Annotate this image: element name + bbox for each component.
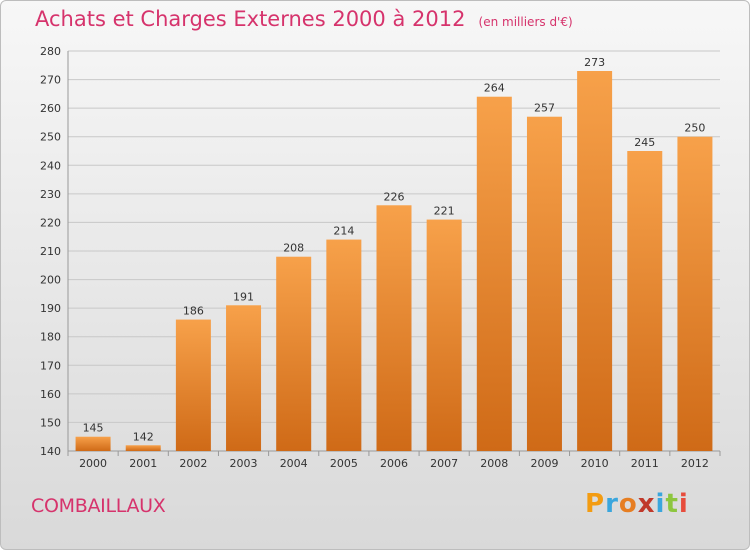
logo-letter: i bbox=[655, 489, 666, 519]
y-tick-label: 230 bbox=[40, 188, 61, 201]
y-tick-label: 140 bbox=[40, 445, 61, 458]
y-tick-label: 150 bbox=[40, 416, 61, 429]
value-label: 226 bbox=[384, 190, 405, 203]
logo-letter: i bbox=[678, 489, 689, 519]
y-tick-label: 170 bbox=[40, 359, 61, 372]
commune-name: COMBAILLAUX bbox=[31, 495, 166, 517]
bar-2008[interactable] bbox=[476, 96, 512, 451]
x-tick-label: 2009 bbox=[530, 457, 558, 470]
x-axis: 2000 2001 2002 2003 2004 2005 2006 2007 2008 2009… bbox=[67, 451, 721, 470]
value-label: 191 bbox=[233, 290, 254, 303]
x-tick-label: 2004 bbox=[280, 457, 308, 470]
value-labels: 145 142 186 191 208 214 226 221 264 257 273 245 250 bbox=[83, 56, 706, 443]
bar-2000[interactable] bbox=[75, 436, 111, 451]
bar-2002[interactable] bbox=[175, 319, 211, 451]
logo-letter: P bbox=[585, 489, 606, 519]
value-label: 257 bbox=[534, 102, 555, 115]
logo-letter: t bbox=[665, 489, 679, 519]
x-tick-label: 2007 bbox=[430, 457, 458, 470]
bar-2005[interactable] bbox=[326, 239, 362, 451]
x-tick-label: 2011 bbox=[631, 457, 659, 470]
bar-2009[interactable] bbox=[526, 116, 562, 451]
x-tick-label: 2012 bbox=[681, 457, 709, 470]
bar-2001[interactable] bbox=[125, 445, 161, 451]
x-tick-label: 2006 bbox=[380, 457, 408, 470]
x-tick-label: 2001 bbox=[129, 457, 157, 470]
value-label: 145 bbox=[83, 422, 104, 435]
value-label: 186 bbox=[183, 305, 204, 318]
bar-2011[interactable] bbox=[627, 151, 663, 451]
proxiti-logo[interactable]: Proxiti bbox=[585, 489, 689, 519]
title-row: Achats et Charges Externes 2000 à 2012 (… bbox=[35, 7, 573, 31]
x-tick-label: 2008 bbox=[480, 457, 508, 470]
bar-2012[interactable] bbox=[677, 136, 713, 451]
bar-2010[interactable] bbox=[577, 71, 613, 451]
y-tick-label: 160 bbox=[40, 388, 61, 401]
value-label: 214 bbox=[333, 225, 354, 238]
value-label: 264 bbox=[484, 82, 505, 95]
y-tick-label: 260 bbox=[40, 102, 61, 115]
bars bbox=[75, 71, 713, 451]
y-tick-label: 210 bbox=[40, 245, 61, 258]
y-tick-label: 180 bbox=[40, 331, 61, 344]
x-tick-label: 2000 bbox=[79, 457, 107, 470]
y-tick-label: 200 bbox=[40, 274, 61, 287]
logo-letter: r bbox=[605, 489, 619, 519]
chart-unit: (en milliers d'€) bbox=[478, 15, 573, 29]
x-tick-label: 2003 bbox=[230, 457, 258, 470]
x-tick-label: 2010 bbox=[581, 457, 609, 470]
value-label: 142 bbox=[133, 430, 154, 443]
y-tick-label: 280 bbox=[40, 45, 61, 58]
y-tick-label: 240 bbox=[40, 159, 61, 172]
logo-letter: o bbox=[618, 489, 638, 519]
bar-2003[interactable] bbox=[226, 305, 262, 451]
value-label: 245 bbox=[634, 136, 655, 149]
value-label: 208 bbox=[283, 242, 304, 255]
bar-2004[interactable] bbox=[276, 256, 312, 451]
y-tick-label: 220 bbox=[40, 216, 61, 229]
x-tick-label: 2002 bbox=[179, 457, 207, 470]
y-tick-label: 270 bbox=[40, 74, 61, 87]
value-label: 221 bbox=[434, 205, 455, 218]
bar-2006[interactable] bbox=[376, 205, 412, 451]
bar-2007[interactable] bbox=[426, 219, 462, 451]
chart-title: Achats et Charges Externes 2000 à 2012 bbox=[35, 7, 466, 31]
x-tick-label: 2005 bbox=[330, 457, 358, 470]
value-label: 250 bbox=[684, 122, 705, 135]
y-tick-label: 250 bbox=[40, 131, 61, 144]
value-label: 273 bbox=[584, 56, 605, 69]
logo-letter: x bbox=[637, 489, 656, 519]
y-tick-label: 190 bbox=[40, 302, 61, 315]
